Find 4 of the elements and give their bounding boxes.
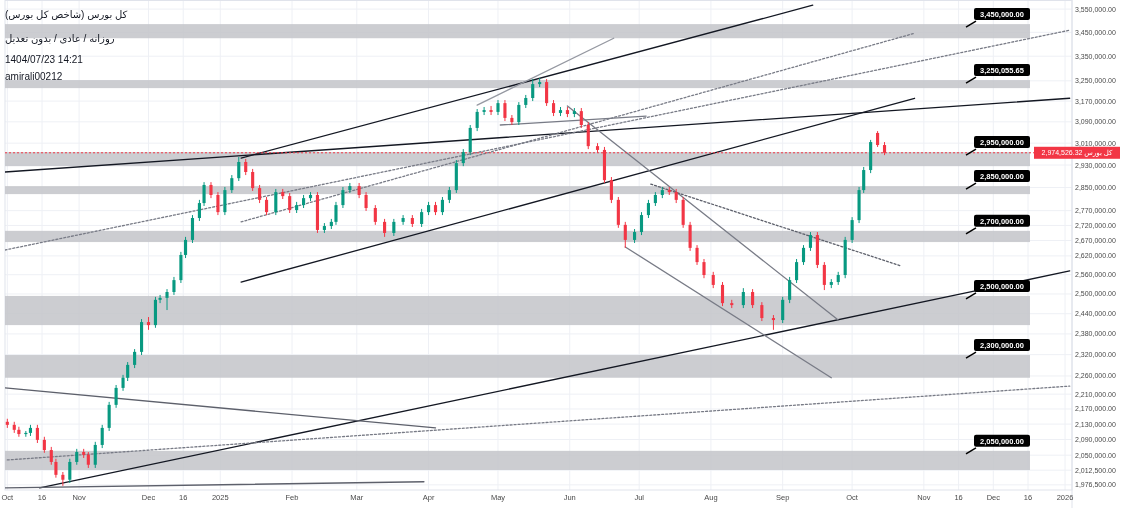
text: کل بورس (شاخص کل بورس) [5, 9, 128, 20]
text: روزانه / عادی / بدون تعدیل [5, 33, 115, 45]
annotation: 1404/07/23 14:21 [5, 54, 84, 65]
annotation: amirali00212 [5, 71, 63, 82]
